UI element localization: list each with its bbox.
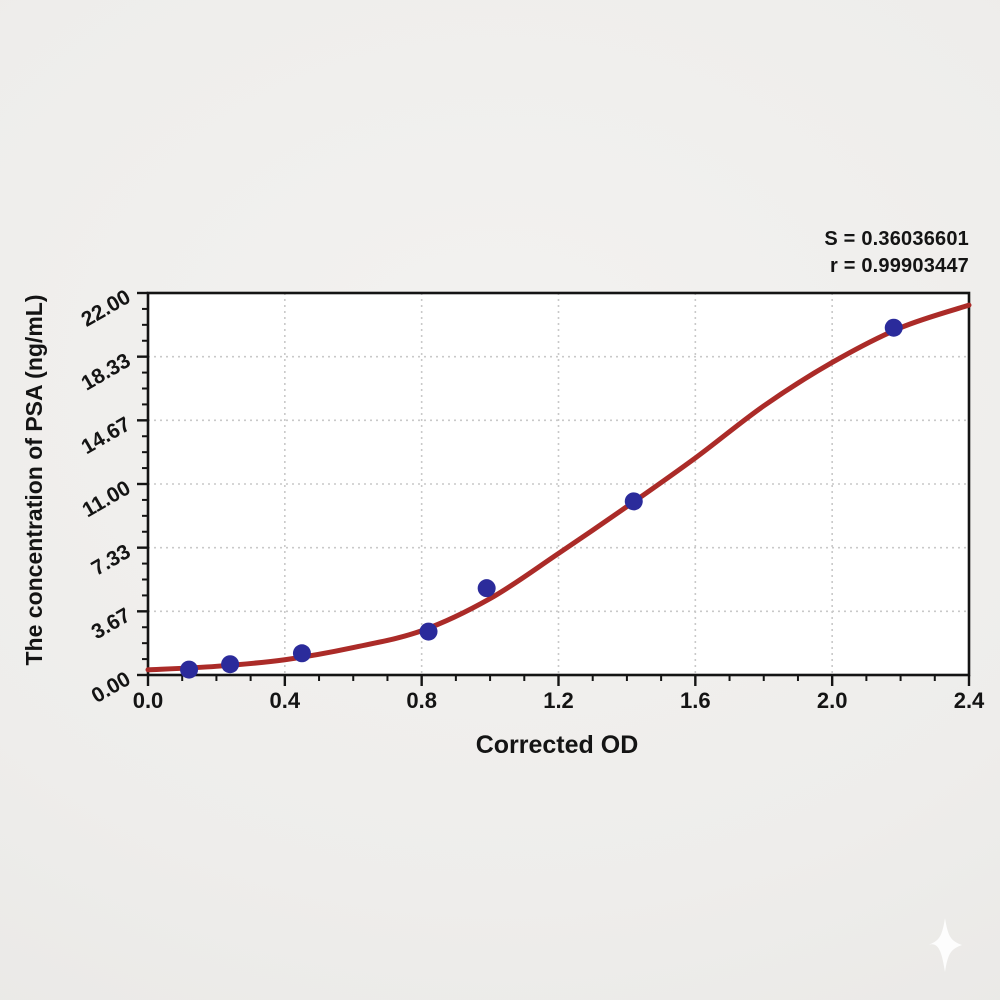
x-tick-label: 0.8 — [406, 688, 437, 713]
y-tick-label: 22.00 — [77, 285, 134, 331]
s-value: S = 0.36036601 — [824, 228, 969, 250]
data-point — [180, 660, 199, 679]
data-point — [221, 655, 240, 674]
x-tick-label: 2.4 — [954, 688, 985, 713]
x-tick-label: 1.2 — [543, 688, 574, 713]
x-tick-label: 1.6 — [680, 688, 711, 713]
y-tick-label: 3.67 — [88, 604, 135, 644]
x-tick-label: 2.0 — [817, 688, 848, 713]
data-points — [180, 318, 903, 679]
r-value: r = 0.99903447 — [829, 255, 969, 277]
y-tick-label: 14.67 — [77, 413, 134, 459]
data-point — [419, 622, 438, 641]
data-point — [477, 579, 496, 598]
sparkle-watermark-icon — [928, 918, 962, 972]
axis-frame — [146, 291, 971, 677]
data-point — [884, 318, 903, 337]
fit-curve — [145, 302, 972, 673]
gridlines — [148, 293, 969, 675]
data-point — [292, 644, 311, 663]
data-point — [624, 492, 643, 511]
x-tick-label: 0.4 — [270, 688, 301, 713]
y-tick-label: 0.00 — [88, 667, 135, 707]
y-axis-title: The concentration of PSA (ng/mL) — [21, 294, 47, 666]
y-tick-label: 11.00 — [78, 476, 134, 522]
fit-statistics: S = 0.36036601 r = 0.99903447 — [824, 226, 969, 280]
y-tick-label: 7.33 — [88, 540, 135, 580]
axis-ticks — [137, 291, 971, 686]
x-axis-title: Corrected OD — [475, 731, 639, 759]
y-tick-label: 18.33 — [77, 349, 134, 395]
x-tick-label: 0.0 — [133, 688, 164, 713]
